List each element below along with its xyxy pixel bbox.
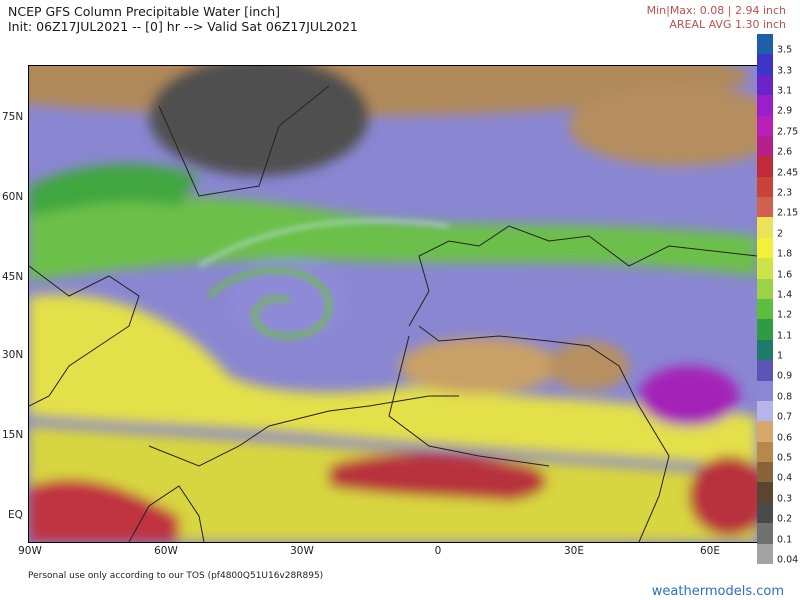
colorbar-level-label: 0.8 [777,391,793,403]
colorbar-level-label: 3.3 [777,65,793,77]
init-valid-line: Init: 06Z17JUL2021 -- [0] hr --> Valid S… [8,19,358,34]
colorbar-swatch [757,95,773,117]
pw-red-indian-ocean [689,456,757,536]
colorbar-swatch [757,54,773,76]
coast-europe [408,225,757,327]
colorbar-level-label: 1 [777,350,784,362]
areal-avg-readout: AREAL AVG 1.30 inch [669,18,786,31]
colorbar-swatch [757,237,773,259]
colorbar-level-label: 0.6 [777,432,793,444]
coast-greenland [158,85,330,197]
coast-africa-west [388,335,550,467]
colorbar-level-label: 2.3 [777,187,793,199]
colorbar-level-label: 2 [777,228,784,240]
colorbar-swatch [757,543,773,565]
colorbar-level-label: 1.2 [777,309,793,321]
colorbar-level-label: 1.4 [777,289,793,301]
coast-north-america [29,265,140,407]
colorbar-swatch [757,278,773,300]
pw-green-west [29,164,199,216]
colorbar-swatch [757,339,773,361]
pw-red-america [29,479,179,542]
pw-yellow-subtropics [29,294,757,466]
brand-link[interactable]: weathermodels.com [651,584,784,599]
colorbar-level-label: 0.4 [777,472,793,484]
colorbar-swatch [757,217,773,239]
stats-block: Min|Max: 0.08 | 2.94 inch AREAL AVG 1.30… [647,4,786,32]
lat-label-60n: 60N [2,191,24,203]
lon-label-90w: 90W [18,545,42,557]
chart-title-block: NCEP GFS Column Precipitable Water [inch… [8,4,358,34]
lon-label-0: 0 [434,545,442,557]
coast-south-america [128,485,205,542]
colorbar-swatch [757,299,773,320]
colorbar-swatch [757,421,773,443]
colorbar-level-label: 2.45 [777,167,799,179]
colorbar-swatch [757,156,773,178]
min-max-readout: Min|Max: 0.08 | 2.94 inch [646,4,786,17]
lat-label-eq: EQ [8,509,23,521]
pw-dry-arabia [549,341,629,391]
lat-label-30n: 30N [2,349,24,361]
precipitable-water-map [28,65,758,543]
colorbar-level-label: 2.9 [777,105,793,117]
colorbar-level-label: 2.15 [777,207,799,219]
colorbar-level-label: 2.75 [777,126,799,138]
colorbar-level-label: 1.6 [777,269,793,281]
colorbar-swatch [757,441,773,463]
lon-label-30w: 30W [290,545,314,557]
colorbar-swatch [757,176,773,198]
colorbar-level-label: 0.1 [777,534,793,546]
colorbar-swatch [757,319,773,341]
tos-notice: Personal use only according to our TOS (… [28,571,324,581]
lon-label-60w: 60W [154,545,178,557]
colorbar-level-label: 0.9 [777,370,793,382]
colorbar-level-label: 3.1 [777,85,793,97]
lat-label-45n: 45N [2,271,24,283]
colorbar-swatch [757,482,773,504]
colorbar-level-label: 3.5 [777,44,793,56]
colorbar-level-label: 0.3 [777,493,793,505]
map-canvas [29,66,757,542]
coastlines [29,85,757,542]
coast-africa-east [418,325,670,542]
colorbar-level-label: 1.1 [777,330,793,342]
pw-dry-sahara [399,338,559,394]
lon-label-60e: 60E [700,545,720,557]
pw-greenland-dry [149,66,369,176]
pw-swirl-green [206,267,333,340]
colorbar-swatch [757,258,773,280]
colorbar-swatch [757,380,773,402]
lat-label-75n: 75N [2,111,24,123]
coast-caribbean-africa [148,395,459,467]
colorbar-swatch [757,523,773,545]
colorbar-swatch [757,462,773,483]
colorbar-swatch [757,197,773,218]
colorbar-swatch [757,400,773,422]
pw-magenta-arabian-sea [639,366,739,426]
colorbar-level-label: 1.8 [777,248,793,260]
colorbar-swatch [757,74,773,96]
pw-red-africa [329,452,547,501]
lat-label-15n: 15N [2,429,24,441]
colorbar-level-label: 0.5 [777,452,793,464]
colorbar-swatch [757,135,773,157]
pw-jet-streak [198,219,450,268]
chart-title: NCEP GFS Column Precipitable Water [inch… [8,4,281,19]
colorbar [757,34,773,565]
colorbar-level-label: 0.2 [777,513,793,525]
colorbar-swatch [757,115,773,137]
colorbar-swatch [757,360,773,382]
colorbar-swatch [757,502,773,524]
pw-dry-russia [569,86,757,166]
colorbar-level-label: 2.6 [777,146,793,158]
lon-label-30e: 30E [564,545,584,557]
colorbar-swatch [757,34,773,55]
colorbar-level-label: 0.04 [777,554,799,566]
colorbar-level-label: 0.7 [777,411,793,423]
